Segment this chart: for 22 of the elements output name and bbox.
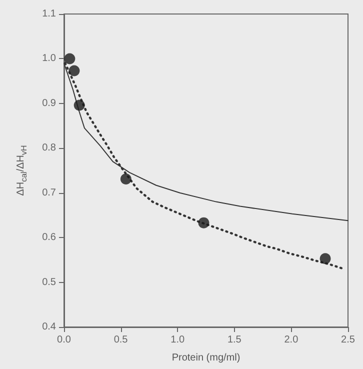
x-tick-label: 2.0 (284, 334, 299, 346)
x-tick-label: 0.5 (114, 334, 128, 346)
y-tick-label: 1.1 (42, 8, 56, 20)
point (198, 217, 210, 228)
x-tick-label: 0.0 (57, 334, 72, 346)
y-tick-label: 0.9 (42, 98, 56, 109)
x-tick-label: 1.5 (227, 334, 242, 346)
point (120, 174, 132, 184)
y-tick-label: 0.8 (42, 142, 56, 154)
x-axis-title: Protein (mg/ml) (172, 352, 240, 364)
point (74, 100, 85, 111)
x-tick-label: 2.5 (341, 334, 356, 346)
y-tick-label: 0.4 (42, 322, 56, 332)
y-tick-label: 0.5 (42, 276, 56, 288)
y-tick-label: 0.7 (42, 187, 56, 198)
point (64, 53, 76, 64)
y-tick-label: 1.0 (42, 53, 56, 64)
x-tick-label: 1.0 (170, 334, 185, 346)
point (320, 253, 331, 264)
point (68, 65, 80, 76)
y-tick-label: 0.6 (42, 232, 56, 244)
y-axis-title: ΔHcal/ΔHvH (16, 144, 28, 196)
